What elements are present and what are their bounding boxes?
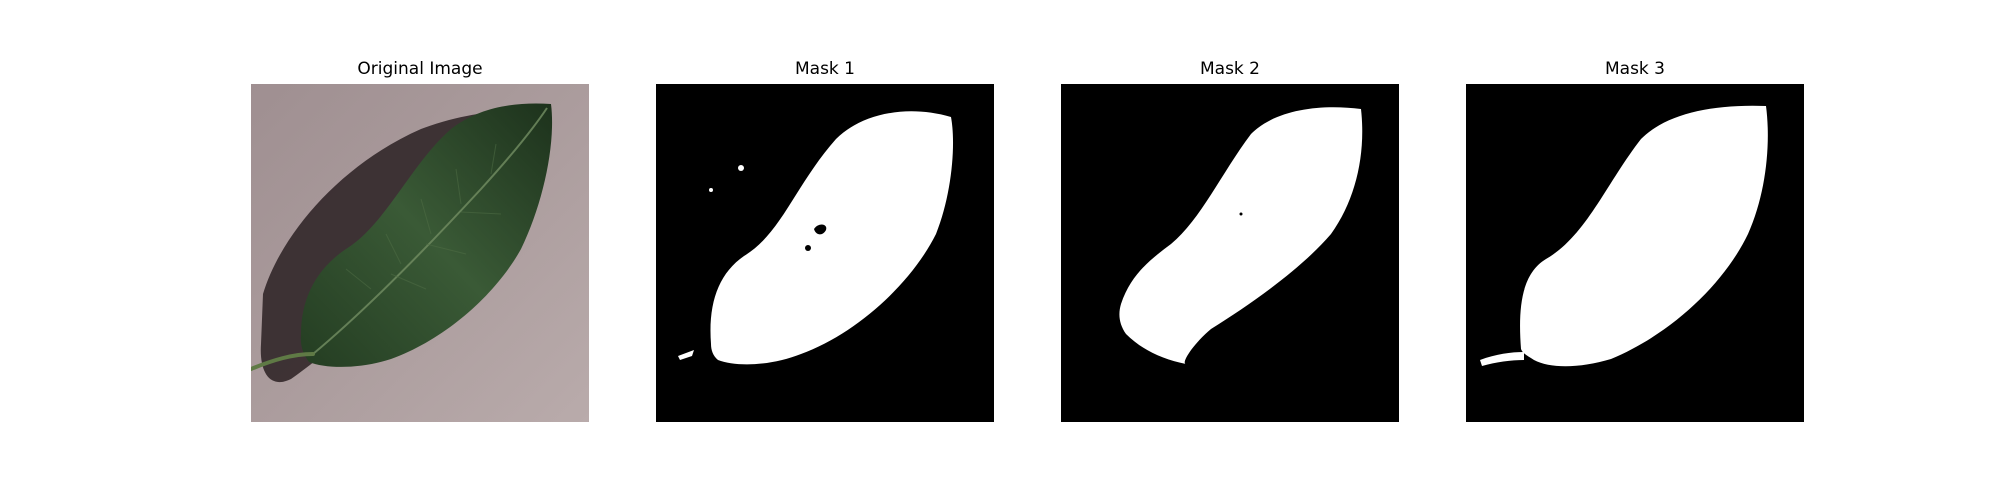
original-image xyxy=(251,84,589,422)
mask-2-panel: Mask 2 xyxy=(1061,0,1399,500)
mask-2-image xyxy=(1061,84,1399,422)
mask-1-panel: Mask 1 xyxy=(656,0,994,500)
mask-2-title: Mask 2 xyxy=(1199,59,1260,79)
original-image-title: Original Image xyxy=(357,59,483,79)
mask-1-image xyxy=(656,84,994,422)
mask-3-image xyxy=(1466,84,1804,422)
mask-1-title: Mask 1 xyxy=(794,59,855,79)
mask-3-title: Mask 3 xyxy=(1604,59,1665,79)
original-image-panel: Original Image xyxy=(251,0,589,500)
mask-3-panel: Mask 3 xyxy=(1466,0,1804,500)
